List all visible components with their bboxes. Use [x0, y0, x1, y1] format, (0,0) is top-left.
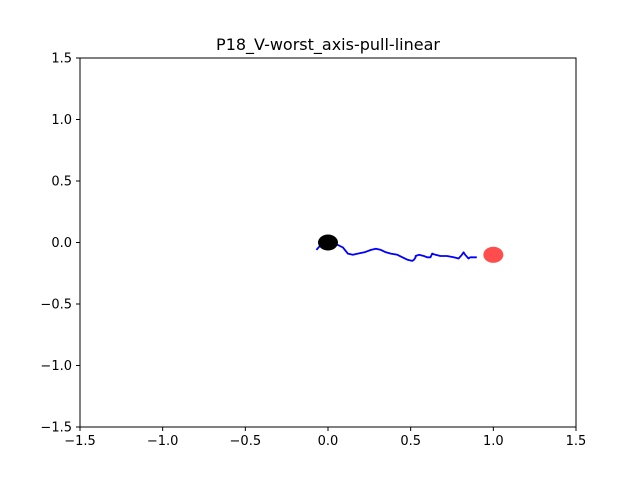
x-tick-label: 0.0	[318, 434, 339, 449]
y-tick-label: −0.5	[40, 298, 72, 313]
start-marker	[318, 234, 338, 251]
x-tick-label: −1.0	[147, 434, 179, 449]
y-tick-label: −1.0	[40, 359, 72, 374]
chart-title: P18_V-worst_axis-pull-linear	[216, 35, 440, 55]
y-tick-label: 1.5	[51, 52, 72, 67]
plot-area: −1.5 −1.0 −0.5 0.0 0.5 1.0 1.5 −1.5 −1.0 −0.5 0.0 0…	[40, 52, 586, 450]
y-tick-label: 0.0	[51, 236, 72, 251]
x-tick-label: 0.5	[400, 434, 421, 449]
y-tick-label: 1.0	[51, 113, 72, 128]
y-tick-label: 0.5	[51, 175, 72, 190]
y-tick-label: −1.5	[40, 421, 72, 436]
x-tick-label: 1.5	[566, 434, 587, 449]
x-tick-label: 1.0	[483, 434, 504, 449]
series-line-0	[315, 241, 477, 262]
x-tick-label: −0.5	[230, 434, 262, 449]
target-marker	[483, 246, 504, 263]
x-tick-label: −1.5	[64, 434, 96, 449]
